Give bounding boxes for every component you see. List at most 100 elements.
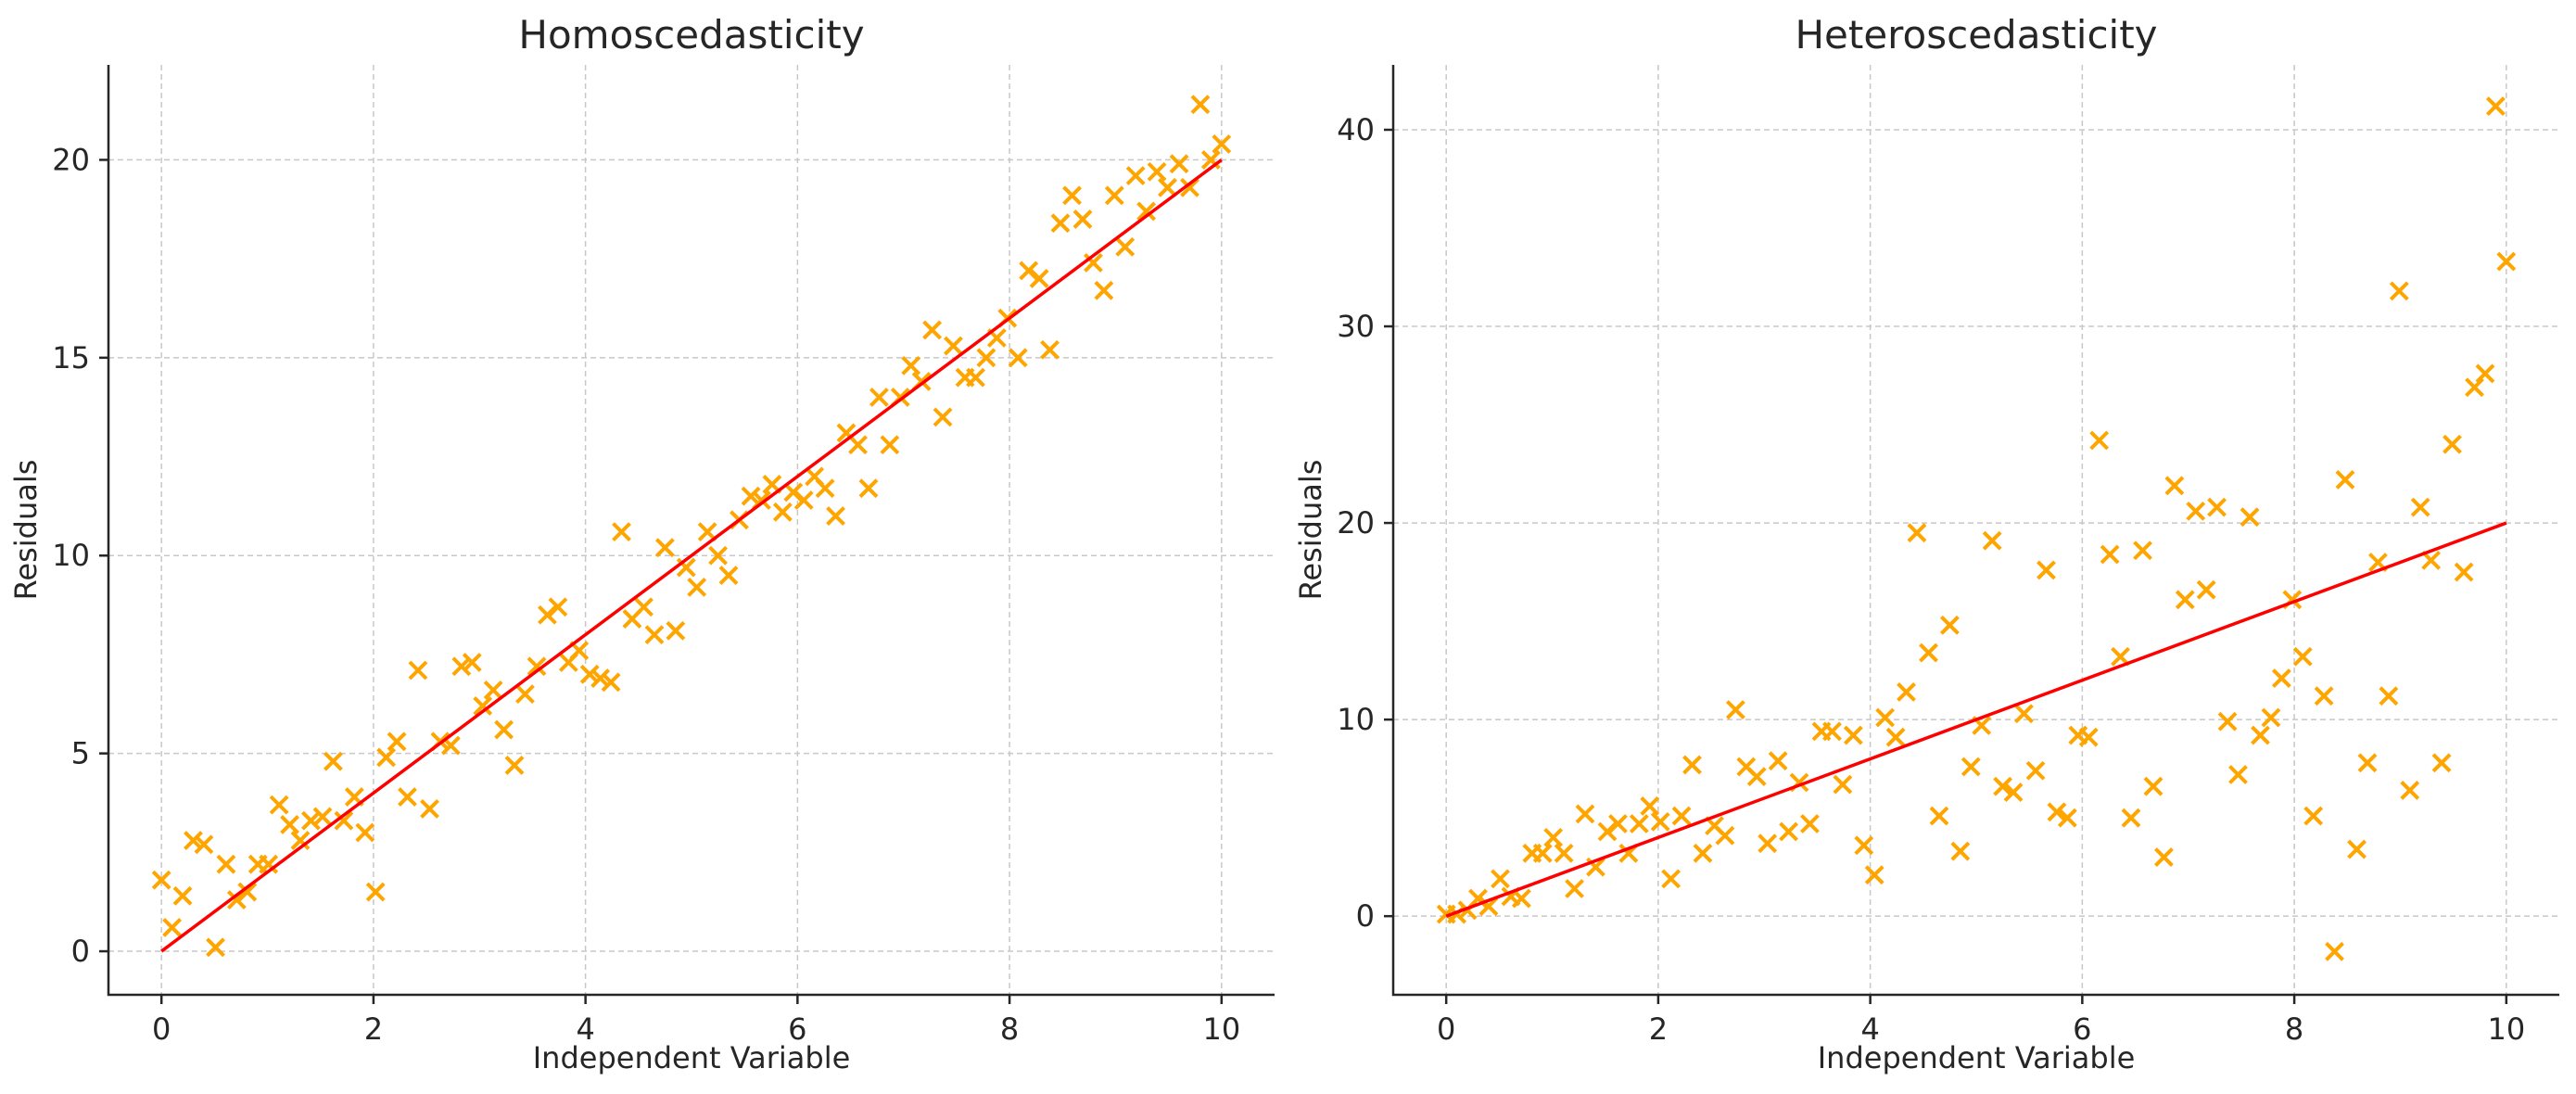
x-axis-label: Independent Variable bbox=[1818, 1040, 2136, 1075]
data-point bbox=[280, 815, 299, 834]
data-point bbox=[1136, 201, 1157, 222]
data-point bbox=[172, 885, 193, 906]
data-point bbox=[1907, 523, 1927, 543]
data-point bbox=[2047, 802, 2067, 822]
data-point bbox=[1040, 339, 1060, 360]
x-tick-label: 4 bbox=[576, 1011, 594, 1047]
data-point bbox=[1072, 210, 1093, 229]
data-point bbox=[2454, 562, 2474, 582]
data-point bbox=[504, 756, 525, 775]
data-point bbox=[644, 625, 665, 645]
data-point bbox=[473, 696, 493, 716]
data-point bbox=[269, 795, 289, 815]
data-point bbox=[1961, 757, 1981, 777]
data-point bbox=[1746, 767, 1767, 787]
data-point bbox=[2379, 686, 2399, 706]
data-point bbox=[462, 653, 482, 672]
data-point bbox=[966, 367, 985, 388]
y-tick-label: 10 bbox=[52, 538, 90, 573]
data-point bbox=[1833, 774, 1853, 795]
data-point bbox=[2475, 363, 2495, 384]
data-point bbox=[2431, 753, 2452, 773]
data-point bbox=[848, 435, 868, 455]
axis-spines bbox=[107, 65, 1275, 997]
data-point bbox=[2347, 839, 2367, 859]
data-point bbox=[206, 937, 225, 958]
data-point bbox=[2111, 646, 2130, 667]
y-tick-label: 40 bbox=[1337, 112, 1375, 147]
axis-ticks: 0 2 4 6 8 10 0 10 20 30 40 bbox=[1337, 112, 2525, 1047]
data-point bbox=[772, 502, 793, 522]
data-point bbox=[869, 388, 889, 407]
x-tick-label: 10 bbox=[2487, 1011, 2525, 1047]
data-point bbox=[1491, 869, 1510, 889]
x-tick-label: 0 bbox=[152, 1011, 171, 1047]
x-tick-label: 6 bbox=[2073, 1011, 2091, 1047]
data-point bbox=[1929, 806, 1949, 826]
data-point bbox=[1062, 185, 1082, 206]
data-point bbox=[2325, 941, 2344, 961]
y-tick-label: 5 bbox=[71, 736, 90, 771]
data-point bbox=[2186, 501, 2206, 521]
data-point bbox=[2207, 497, 2227, 517]
data-point bbox=[151, 870, 171, 890]
data-point bbox=[741, 486, 761, 506]
data-point bbox=[2421, 550, 2442, 570]
data-point bbox=[324, 751, 343, 771]
data-point bbox=[1019, 261, 1039, 281]
x-tick-label: 8 bbox=[1000, 1011, 1019, 1047]
data-point bbox=[301, 810, 321, 831]
data-point bbox=[162, 918, 183, 937]
data-point bbox=[1758, 833, 1778, 854]
x-tick-label: 2 bbox=[1649, 1011, 1668, 1047]
data-point bbox=[216, 854, 236, 874]
data-point bbox=[654, 538, 675, 558]
y-tick-label: 0 bbox=[71, 934, 90, 969]
data-point bbox=[793, 490, 814, 510]
data-point bbox=[355, 822, 375, 843]
data-point bbox=[312, 807, 333, 827]
data-point bbox=[1104, 185, 1124, 206]
data-point bbox=[1693, 843, 1713, 863]
data-point bbox=[1543, 827, 1564, 847]
data-point bbox=[1885, 727, 1906, 747]
data-point bbox=[697, 522, 717, 542]
data-point bbox=[451, 656, 472, 677]
y-tick-label: 15 bbox=[52, 340, 90, 375]
data-point bbox=[1682, 755, 1702, 775]
data-point bbox=[1115, 236, 1136, 257]
data-point bbox=[1094, 280, 1114, 300]
data-point bbox=[1554, 843, 1574, 863]
data-point bbox=[1084, 252, 1103, 273]
scatter-points bbox=[1436, 96, 2517, 961]
data-point bbox=[2175, 590, 2195, 610]
data-point bbox=[226, 890, 247, 910]
fit-line bbox=[1445, 521, 2507, 918]
data-point bbox=[376, 747, 397, 768]
data-point bbox=[1864, 865, 1884, 885]
data-point bbox=[601, 672, 621, 693]
x-axis-label: Independent Variable bbox=[533, 1040, 851, 1075]
data-point bbox=[2240, 507, 2260, 528]
data-point bbox=[1190, 95, 1211, 115]
chart-title: Homoscedasticity bbox=[518, 12, 864, 57]
data-point bbox=[579, 664, 600, 684]
y-axis-label: Residuals bbox=[8, 460, 44, 601]
data-point bbox=[1715, 825, 1735, 846]
x-tick-label: 2 bbox=[364, 1011, 383, 1047]
x-tick-label: 0 bbox=[1437, 1011, 1455, 1047]
data-point bbox=[365, 882, 386, 902]
data-point bbox=[1212, 134, 1232, 154]
data-point bbox=[2217, 711, 2238, 731]
data-point bbox=[1661, 869, 1681, 889]
scatter-points bbox=[151, 95, 1232, 958]
data-point bbox=[2133, 541, 2152, 561]
data-point bbox=[901, 355, 921, 375]
data-point bbox=[334, 810, 354, 831]
data-point bbox=[2485, 96, 2506, 116]
data-point bbox=[2121, 808, 2141, 828]
data-point bbox=[1843, 725, 1863, 745]
data-point bbox=[2357, 753, 2378, 773]
data-point bbox=[612, 522, 631, 542]
